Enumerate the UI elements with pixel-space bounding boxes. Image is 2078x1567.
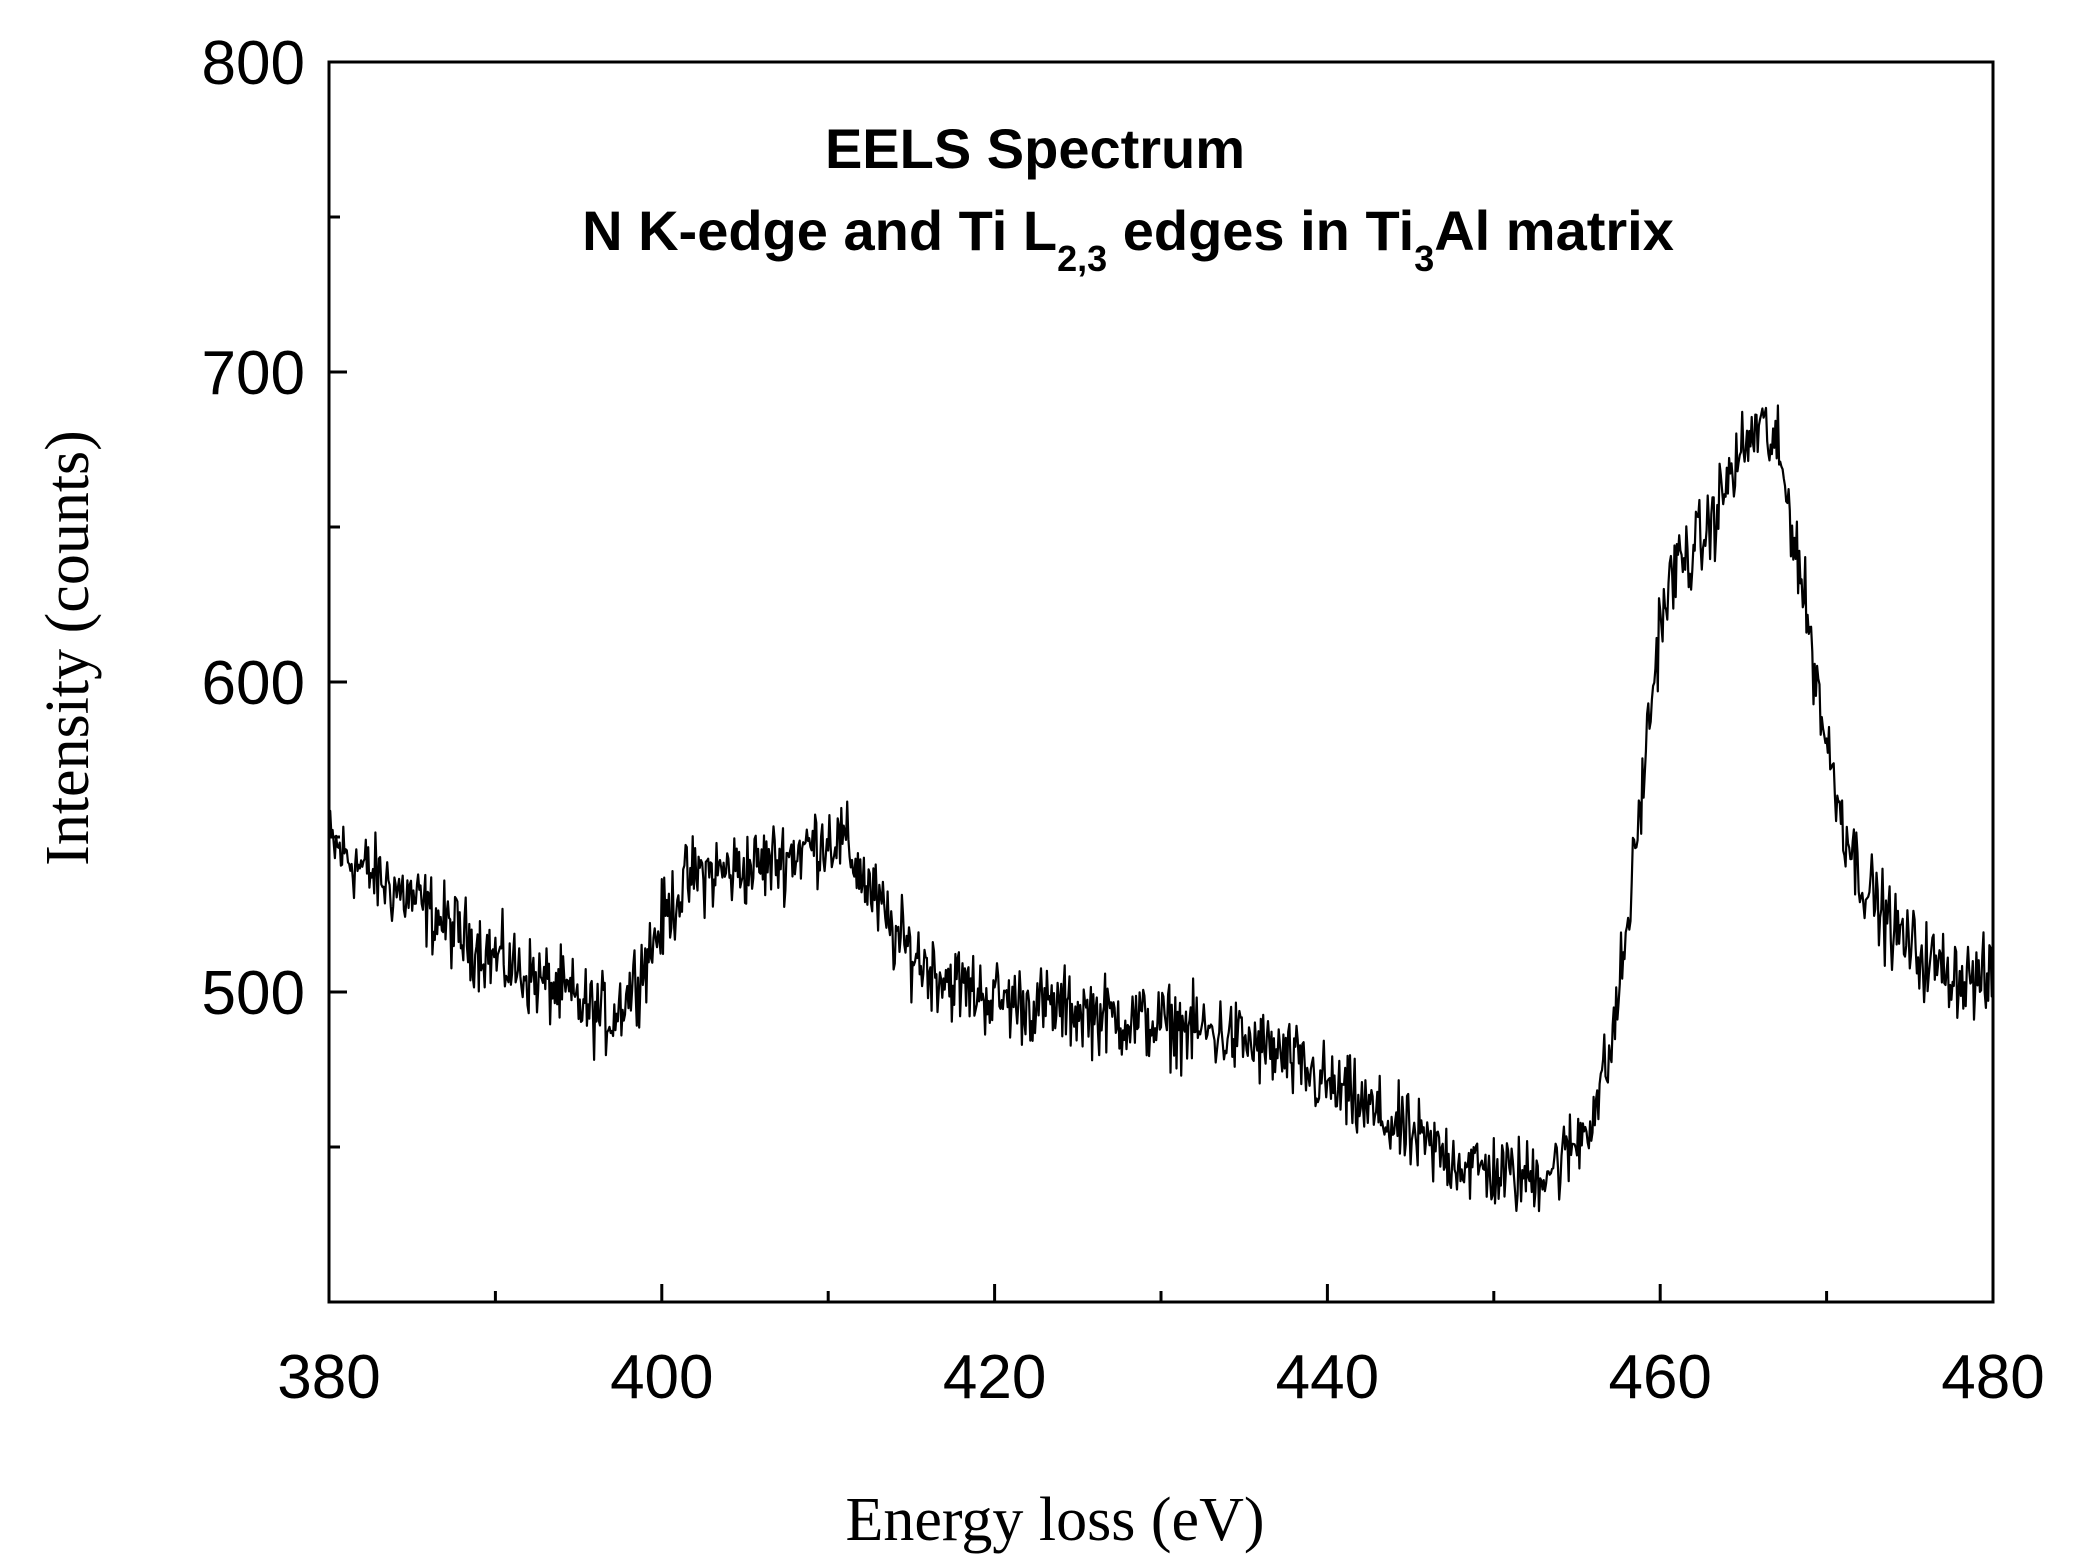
y-tick-label-500: 500 — [202, 959, 305, 1028]
subtitle-part-4: Al matrix — [1434, 199, 1674, 262]
x-tick-label-420: 420 — [943, 1343, 1046, 1412]
series-line-eels-spectrum — [327, 404, 1995, 1213]
y-tick-label-800: 800 — [202, 29, 305, 98]
x-tick-label-400: 400 — [610, 1343, 713, 1412]
x-tick-label-380: 380 — [277, 1343, 380, 1412]
plot-frame — [327, 60, 1995, 1304]
chart-subtitle: N K-edge and Ti L2,3 edges in Ti3Al matr… — [582, 199, 1674, 279]
subtitle-part-0: N K-edge and Ti L — [582, 199, 1057, 262]
subtitle-part-3: 3 — [1414, 238, 1434, 279]
x-tick-label-440: 440 — [1276, 1343, 1379, 1412]
subtitle-part-2: edges in Ti — [1107, 199, 1414, 262]
axis-tick-labels: 380 400 420 440 460 480 500 600 700 800 — [202, 29, 2045, 1412]
y-tick-label-600: 600 — [202, 649, 305, 718]
x-tick-label-460: 460 — [1608, 1343, 1711, 1412]
chart-title-group: EELS Spectrum N K-edge and Ti L2,3 edges… — [582, 117, 1674, 279]
y-axis-title-group: Intensity (counts) — [34, 430, 102, 866]
subtitle-part-1: 2,3 — [1057, 238, 1107, 279]
y-tick-label-700: 700 — [202, 339, 305, 408]
chart-title: EELS Spectrum — [825, 117, 1245, 180]
y-axis-title: Intensity (counts) — [34, 430, 102, 866]
x-axis-title: Energy loss (eV) — [846, 1486, 1265, 1554]
x-tick-label-480: 480 — [1941, 1343, 2044, 1412]
